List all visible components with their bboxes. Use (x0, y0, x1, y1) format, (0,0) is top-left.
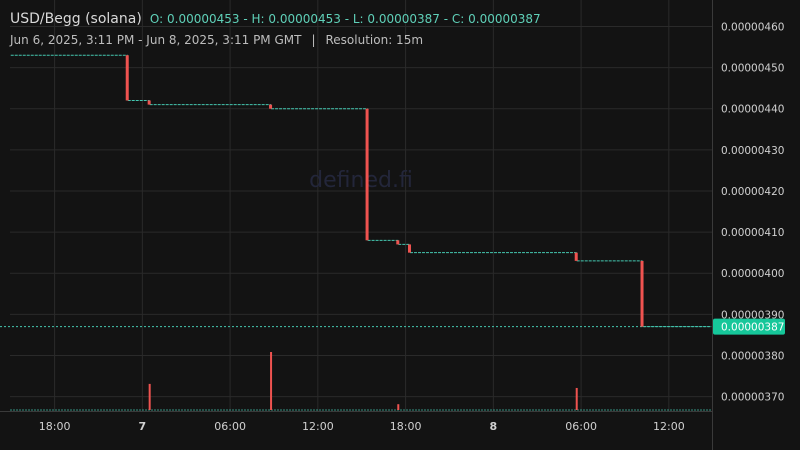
x-tick-label: 12:00 (302, 420, 334, 433)
drop-candle (407, 244, 411, 253)
drop-candle (125, 55, 129, 101)
x-tick-label: 12:00 (653, 420, 685, 433)
x-tick-label: 18:00 (39, 420, 71, 433)
watermark: defined.fi (309, 168, 413, 193)
volume-bar (397, 404, 400, 410)
y-tick-label: 0.00000390 (721, 309, 784, 321)
drop-candle (269, 104, 273, 109)
current-price-label: 0.00000387 (721, 322, 784, 334)
ohlc-readout: O: 0.00000453 - H: 0.00000453 - L: 0.000… (149, 12, 541, 26)
subtitle-separator: | (311, 33, 316, 47)
drop-candle (365, 108, 369, 241)
x-tick-label: 18:00 (390, 420, 422, 433)
y-tick-label: 0.00000450 (721, 63, 784, 75)
chart-subtitle: Jun 6, 2025, 3:11 PM - Jun 8, 2025, 3:11… (10, 33, 423, 47)
y-tick-label: 0.00000440 (721, 104, 784, 116)
x-tick-label: 8 (490, 420, 498, 433)
y-tick-label: 0.00000430 (721, 145, 784, 157)
pair-name: USD/Begg (solana) (10, 11, 142, 27)
y-tick-label: 0.00000370 (721, 392, 784, 404)
x-tick-label: 7 (139, 420, 147, 433)
current-price-badge (713, 318, 785, 335)
y-tick-label: 0.00000460 (721, 21, 784, 33)
volume-bar (270, 352, 273, 410)
drop-candle (396, 240, 400, 245)
y-tick-label: 0.00000420 (721, 186, 784, 198)
y-tick-label: 0.00000410 (721, 227, 784, 239)
chart-legend: USD/Begg (solana) O: 0.00000453 - H: 0.0… (10, 11, 541, 27)
volume-bar (148, 383, 151, 410)
volume-bar (575, 387, 578, 410)
x-tick-label: 06:00 (565, 420, 597, 433)
y-tick-label: 0.00000380 (721, 350, 784, 362)
resolution-label: Resolution: 15m (325, 33, 424, 47)
drop-candle (574, 252, 578, 261)
x-tick-label: 06:00 (214, 420, 246, 433)
date-range: Jun 6, 2025, 3:11 PM - Jun 8, 2025, 3:11… (10, 33, 302, 47)
y-tick-label: 0.00000400 (721, 268, 784, 280)
drop-candle (640, 260, 644, 327)
drop-candle (147, 100, 151, 105)
